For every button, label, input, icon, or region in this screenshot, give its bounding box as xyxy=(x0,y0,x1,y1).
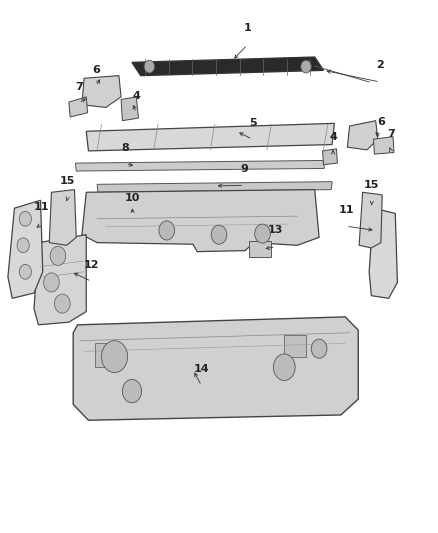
Text: 6: 6 xyxy=(92,64,100,75)
Text: 4: 4 xyxy=(132,91,140,101)
Text: 11: 11 xyxy=(34,203,49,213)
Polygon shape xyxy=(374,136,394,154)
Text: 7: 7 xyxy=(75,82,83,92)
Text: 2: 2 xyxy=(376,60,384,70)
Circle shape xyxy=(19,264,32,279)
Polygon shape xyxy=(86,123,334,151)
Circle shape xyxy=(159,221,175,240)
Circle shape xyxy=(211,225,227,244)
Polygon shape xyxy=(8,200,43,298)
Circle shape xyxy=(54,294,70,313)
Circle shape xyxy=(44,273,59,292)
Polygon shape xyxy=(34,235,86,325)
Polygon shape xyxy=(49,190,76,245)
Polygon shape xyxy=(95,343,113,367)
Text: 14: 14 xyxy=(194,364,209,374)
Polygon shape xyxy=(97,182,332,192)
Text: 4: 4 xyxy=(329,132,337,142)
Circle shape xyxy=(19,212,32,226)
Circle shape xyxy=(144,60,155,73)
Text: 15: 15 xyxy=(364,180,379,190)
Text: 10: 10 xyxy=(125,193,141,203)
Circle shape xyxy=(273,354,295,381)
Circle shape xyxy=(254,224,270,243)
Polygon shape xyxy=(82,76,121,108)
Circle shape xyxy=(102,341,127,373)
Circle shape xyxy=(311,339,327,358)
Polygon shape xyxy=(322,149,337,165)
Text: 8: 8 xyxy=(122,142,129,152)
Circle shape xyxy=(17,238,29,253)
Circle shape xyxy=(122,379,141,403)
Text: 12: 12 xyxy=(84,260,99,270)
Polygon shape xyxy=(82,190,319,252)
Circle shape xyxy=(301,60,311,73)
Text: 13: 13 xyxy=(268,225,283,235)
Polygon shape xyxy=(284,335,306,357)
Polygon shape xyxy=(69,97,88,117)
Text: 1: 1 xyxy=(244,23,251,33)
Text: 7: 7 xyxy=(387,129,395,139)
Polygon shape xyxy=(359,192,382,248)
Text: 11: 11 xyxy=(338,205,354,215)
Polygon shape xyxy=(132,57,323,76)
Circle shape xyxy=(50,246,66,265)
Polygon shape xyxy=(75,160,324,171)
Polygon shape xyxy=(73,317,358,420)
Polygon shape xyxy=(347,120,378,150)
Polygon shape xyxy=(121,97,138,120)
Text: 9: 9 xyxy=(240,164,248,174)
Text: 5: 5 xyxy=(249,118,256,127)
Text: 6: 6 xyxy=(377,117,385,126)
Text: 15: 15 xyxy=(60,176,75,186)
Polygon shape xyxy=(250,241,271,257)
Polygon shape xyxy=(369,208,397,298)
